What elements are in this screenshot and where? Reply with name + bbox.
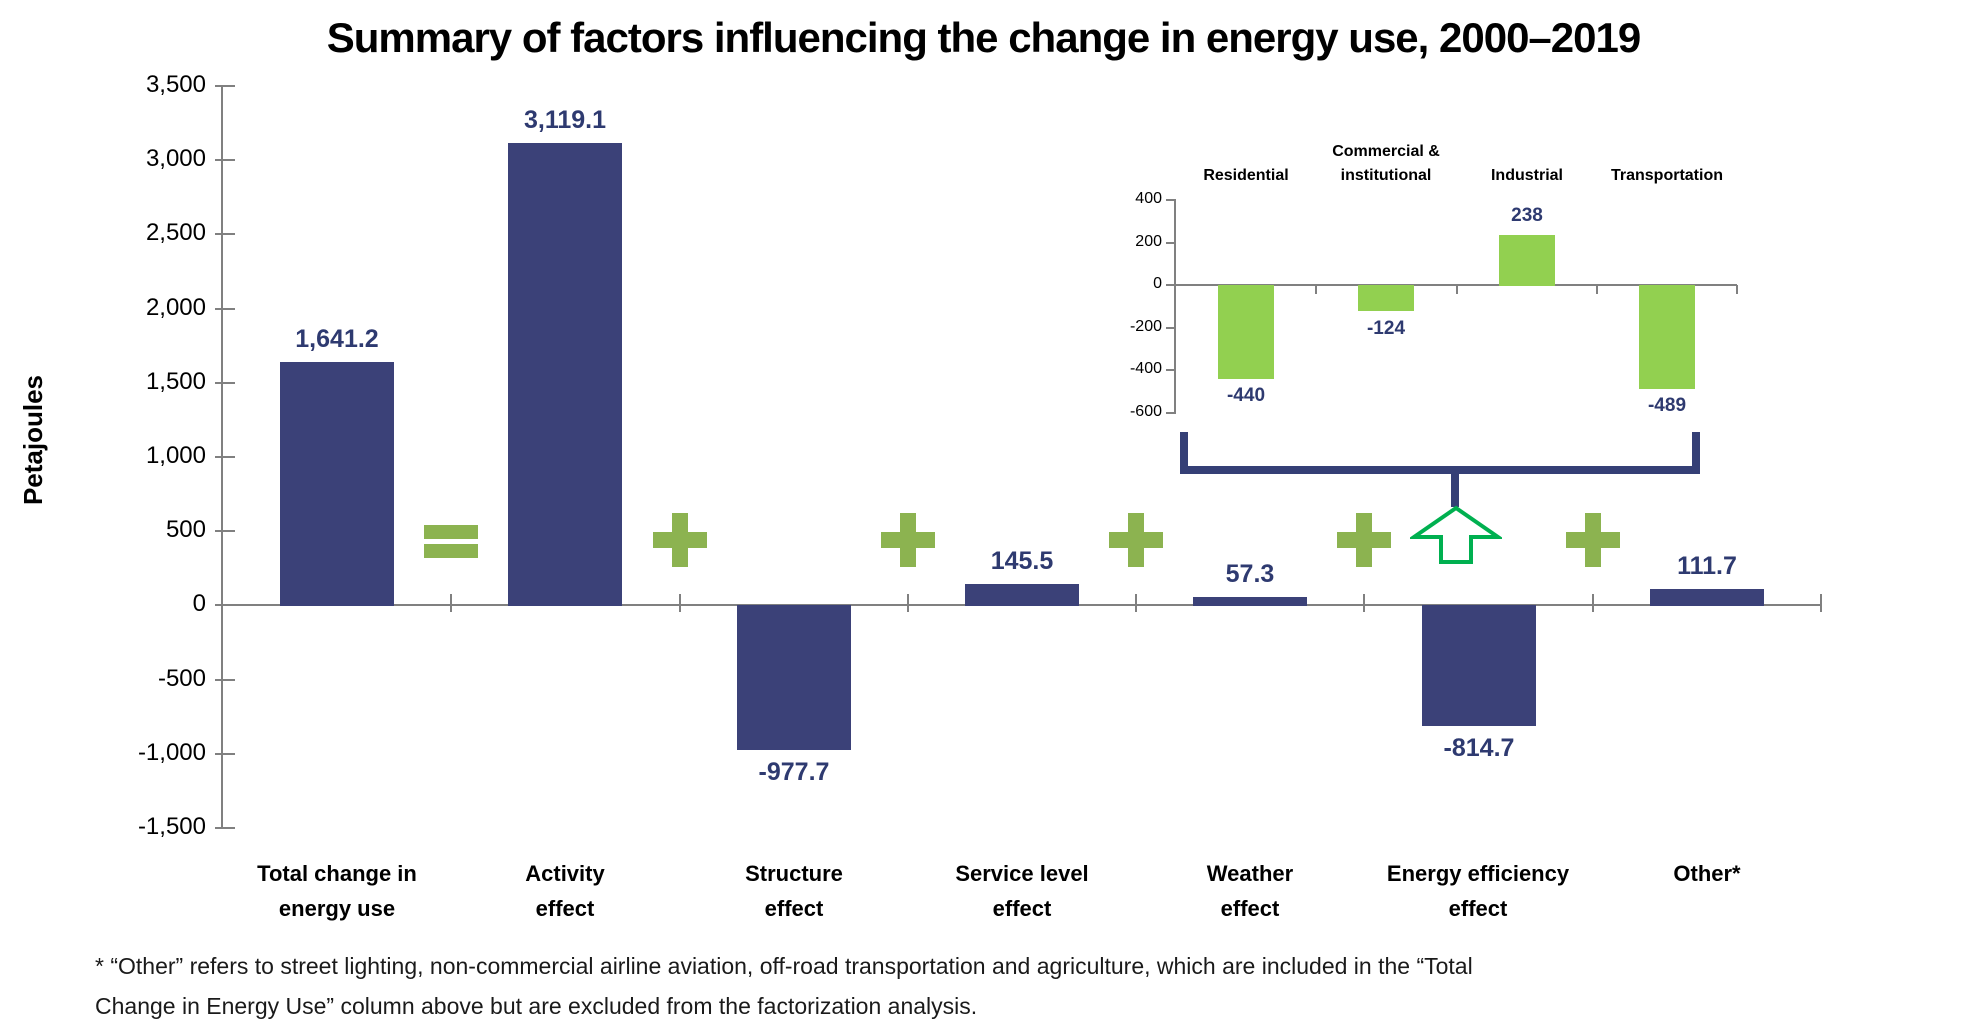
value-label-service-level: 145.5 [990,547,1054,575]
inset-x-tick [1456,285,1458,294]
category-label-activity: Activity effect [525,861,605,921]
inset-x-tick [1736,285,1738,294]
inset-value-label-residential: -440 [1226,385,1266,406]
bracket-right-arm [1692,432,1700,474]
chart-title: Summary of factors influencing the chang… [326,14,1641,61]
inset-y-tick-label: 200 [1135,233,1162,250]
main-x-tick [907,594,909,612]
main-y-tick-label: 1,500 [145,368,206,395]
main-x-tick [1135,594,1137,612]
value-label-structure: -977.7 [758,758,830,786]
main-y-tick [215,530,235,532]
inset-x-tick [1315,285,1317,294]
category-label-service-level: Service level effect [955,861,1089,921]
main-y-tick-label: 2,000 [145,294,206,321]
inset-y-tick [1166,199,1176,201]
bracket-stem [1451,474,1459,507]
main-y-tick [215,233,235,235]
main-x-tick [679,594,681,612]
inset-value-label-industrial: 238 [1511,205,1543,226]
main-y-tick-label: 0 [192,590,206,617]
plus-operator-icon [881,513,935,567]
inset-y-tick [1166,369,1176,371]
category-label-other: Other* [1673,861,1741,886]
bracket-bar [1180,466,1700,474]
bar-structure [737,605,851,750]
value-label-activity: 3,119.1 [523,106,607,134]
plus-operator-icon [1566,513,1620,567]
bar-weather [1193,597,1307,606]
up-arrow-icon [1407,505,1505,565]
main-y-tick-label: -1,000 [137,739,206,766]
bar-total-change-in [280,362,394,606]
plus-operator-icon [653,513,707,567]
inset-y-tick-label: -200 [1129,318,1162,335]
main-y-tick [215,159,235,161]
value-label-energy-efficiency: -814.7 [1443,734,1515,762]
plus-operator-icon [1109,513,1163,567]
inset-y-tick-label: -400 [1129,360,1162,377]
category-label-energy-efficiency: Energy efficiency effect [1386,861,1570,921]
inset-bar-residential [1218,285,1274,379]
inset-category-label-transportation: Transportation [1610,167,1723,184]
main-x-tick [1592,594,1594,612]
main-y-tick-label: 2,500 [145,219,206,246]
inset-category-label-residential: Residential [1203,167,1289,184]
main-y-tick [215,679,235,681]
bar-service-level [965,584,1079,606]
inset-y-tick [1166,412,1176,414]
inset-y-tick-label: 0 [1153,275,1162,292]
inset-y-tick [1166,242,1176,244]
main-y-tick [215,753,235,755]
footnote-line-2: Change in Energy Use” column above but a… [95,993,978,1019]
inset-bar-industrial [1499,235,1555,286]
equals-operator-icon [424,513,478,567]
inset-value-label-commercial: -124 [1366,318,1406,339]
inset-x-tick [1596,285,1598,294]
value-label-other: 111.7 [1677,552,1737,580]
main-y-tick-label: 3,000 [145,145,206,172]
y-axis-title: Petajoules [18,374,48,506]
category-label-structure: Structure effect [745,861,843,921]
main-y-tick-label: 500 [165,516,206,543]
inset-y-tick [1166,327,1176,329]
bar-energy-efficiency [1422,605,1536,726]
inset-y-tick-label: -600 [1129,403,1162,420]
main-y-tick-label: 1,000 [145,442,206,469]
inset-bar-transportation [1639,285,1695,389]
value-label-weather: 57.3 [1225,560,1275,588]
main-x-tick [1820,594,1822,612]
inset-value-label-transportation: -489 [1647,395,1687,416]
main-x-tick [450,594,452,612]
inset-category-label-industrial: Industrial [1490,167,1563,184]
category-label-weather: Weather effect [1206,861,1294,921]
inset-y-axis-line [1174,200,1176,413]
bracket-left-arm [1180,432,1188,474]
value-label-total-change-in: 1,641.2 [295,325,379,353]
main-x-tick [1363,594,1365,612]
footnote: * “Other” refers to street lighting, non… [95,946,1935,1026]
main-y-tick [215,308,235,310]
inset-bar-commercial [1358,285,1414,311]
bar-other [1650,589,1764,606]
main-y-tick [215,456,235,458]
main-y-tick [215,85,235,87]
inset-category-label-commercial: Commercial & institutional [1332,143,1440,184]
main-y-tick [215,827,235,829]
footnote-line-1: * “Other” refers to street lighting, non… [95,953,1473,979]
main-y-tick-label: -1,500 [137,813,206,840]
inset-y-tick [1166,284,1176,286]
inset-x-axis-line [1174,284,1737,286]
main-y-tick [215,382,235,384]
bar-activity [508,143,622,606]
main-y-tick-label: 3,500 [145,71,206,98]
category-label-total-change-in: Total change in energy use [257,861,417,921]
plus-operator-icon [1337,513,1391,567]
inset-y-tick-label: 400 [1135,190,1162,207]
main-y-tick-label: -500 [157,665,206,692]
